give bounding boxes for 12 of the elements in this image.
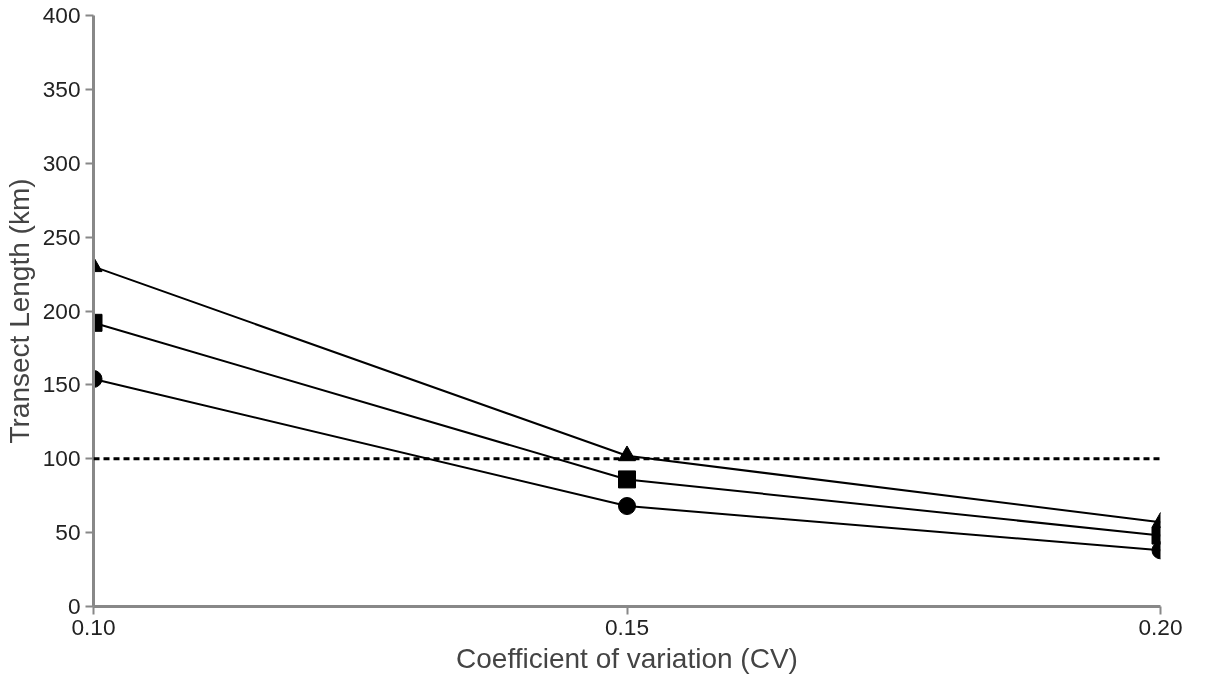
x-tick-label: 0.15 xyxy=(604,613,650,640)
y-tick-label: 350 xyxy=(42,75,81,102)
y-tick-label: 300 xyxy=(42,149,81,176)
y-tick-label: 100 xyxy=(42,445,81,472)
y-tick-label: 200 xyxy=(42,297,81,324)
y-axis-title: Transect Length (km) xyxy=(3,178,35,444)
y-tick-label: 50 xyxy=(55,519,81,546)
y-tick-label: 150 xyxy=(42,371,81,398)
y-tick-label: 400 xyxy=(42,2,81,28)
x-tick-label: 0.20 xyxy=(1138,613,1183,640)
y-tick-label: 250 xyxy=(42,223,81,250)
x-axis-title: Coefficient of variation (CV) xyxy=(456,642,798,674)
